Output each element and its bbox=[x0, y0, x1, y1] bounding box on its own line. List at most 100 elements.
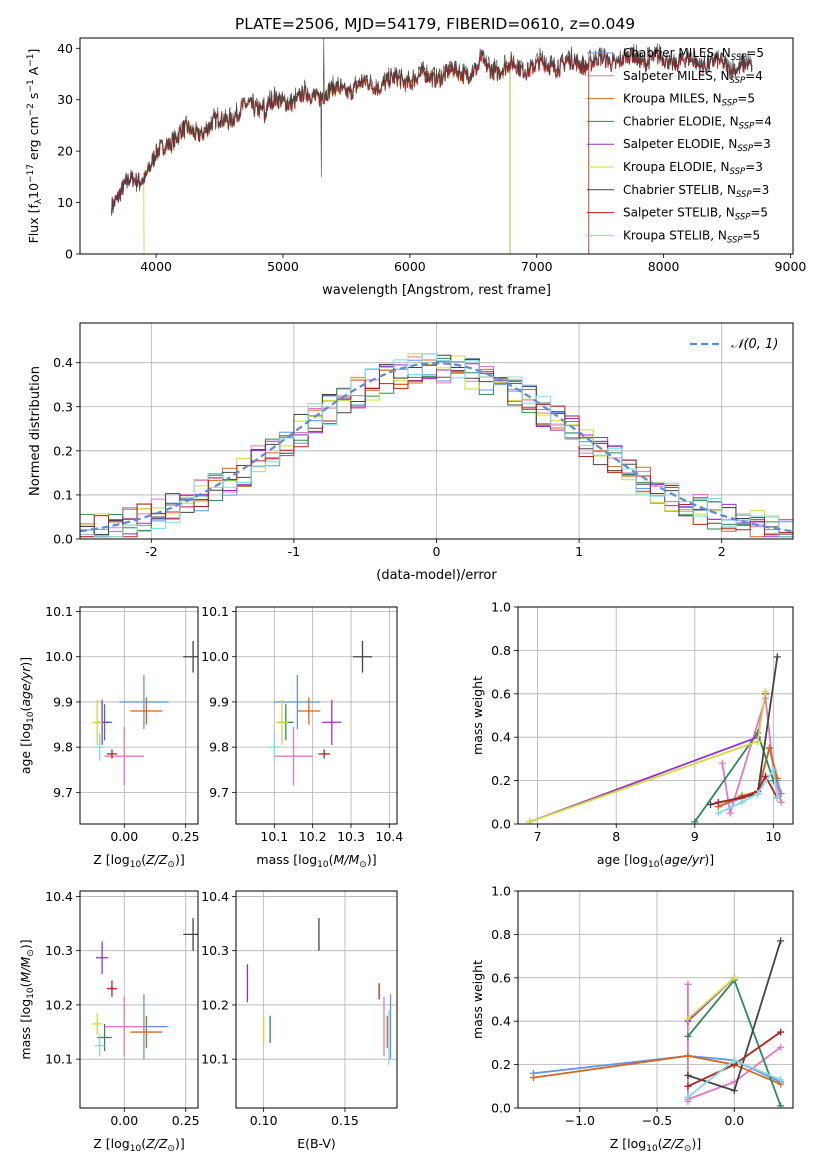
label-part: mass [log bbox=[18, 999, 33, 1060]
legend-sub: SSP bbox=[730, 167, 746, 177]
x-tick-label: 9000 bbox=[775, 259, 807, 274]
x-tick-label: 10.2 bbox=[299, 829, 327, 844]
legend-entry: Kroupa STELIB, NSSP=5 bbox=[623, 228, 760, 245]
y-tick-label: 0.8 bbox=[491, 643, 511, 658]
legend-text: Salpeter ELODIE, N bbox=[623, 137, 737, 151]
tick-group: −1.0 −0.5 0.0 0.0 0.2 0.4 0.6 0.8 1.0 bbox=[491, 884, 793, 1128]
error-bars bbox=[268, 640, 373, 786]
legend-text: Kroupa STELIB, N bbox=[623, 228, 727, 242]
legend-text: Salpeter MILES, N bbox=[623, 69, 730, 83]
errorbar-kroupa-elodie bbox=[92, 699, 103, 745]
plot-frame bbox=[235, 890, 398, 1109]
x-tick-label: 9 bbox=[691, 829, 699, 844]
spectrum-line-chabrier-miles bbox=[111, 51, 590, 254]
y-tick-label: 10.1 bbox=[201, 604, 229, 619]
y-tick-label: 0.6 bbox=[491, 970, 511, 985]
label-part: M/M bbox=[18, 956, 33, 982]
weight-marker bbox=[754, 790, 762, 798]
label-part: −17 bbox=[26, 164, 36, 183]
weight-marker bbox=[777, 1076, 785, 1084]
x-tick-label: 0.0 bbox=[724, 1113, 744, 1128]
y-tick-label: 10.4 bbox=[45, 889, 73, 904]
label-part: age [log bbox=[597, 852, 648, 867]
legend-sub: SSP bbox=[722, 99, 738, 109]
legend-value: =5 bbox=[743, 228, 761, 242]
error-bars bbox=[246, 918, 392, 1065]
panel-residuals: -2 -1 0 1 2 0.0 0.1 0.2 0.3 0.4 (data-model)/error… bbox=[28, 322, 794, 583]
x-tick-label: 0 bbox=[433, 544, 441, 559]
y-axis-label: mass weight bbox=[470, 960, 485, 1039]
weight-marker bbox=[773, 794, 781, 802]
label-part: 10 bbox=[130, 1144, 142, 1154]
label-part: A bbox=[26, 66, 41, 79]
weight-marker bbox=[730, 1056, 738, 1064]
x-tick-label: 7000 bbox=[521, 259, 553, 274]
weight-marker bbox=[738, 798, 746, 806]
y-tick-label: 10.4 bbox=[201, 889, 229, 904]
weight-marker bbox=[529, 1074, 537, 1082]
plot-frame bbox=[79, 37, 794, 255]
errorbar-kroupa-miles bbox=[130, 697, 163, 725]
label-part: 10 bbox=[317, 860, 329, 870]
errorbar-kroupa-elodie bbox=[276, 699, 288, 745]
legend-entry: Salpeter MILES, NSSP=4 bbox=[623, 69, 763, 86]
y-tick-label: 10.1 bbox=[45, 604, 73, 619]
plot-frame bbox=[517, 606, 794, 825]
errorbar-chabrier-stelib bbox=[183, 640, 198, 673]
weight-marker bbox=[777, 798, 785, 806]
tick-group: -2 -1 0 1 2 0.0 0.1 0.2 0.3 0.4 bbox=[53, 323, 793, 559]
label-part: λ bbox=[34, 198, 44, 204]
histogram-kroupa-stelib bbox=[80, 353, 793, 538]
label-part: Z/Z bbox=[145, 1136, 168, 1151]
errorbar-kroupa-elodie bbox=[92, 1013, 103, 1035]
x-tick-label: 10.4 bbox=[375, 829, 403, 844]
weight-lines bbox=[526, 653, 785, 824]
y-tick-label: 0.0 bbox=[491, 1101, 511, 1116]
x-axis-label: Z [log10(Z/Z⊙)] bbox=[93, 1136, 184, 1154]
weight-line-chabrier-miles bbox=[533, 1054, 781, 1083]
plot-frame bbox=[235, 606, 398, 825]
spectrum-lines bbox=[111, 38, 753, 254]
weight-marker bbox=[769, 766, 777, 774]
weight-marker bbox=[684, 1071, 692, 1079]
label-part: ⊙ bbox=[167, 1144, 175, 1154]
weight-marker bbox=[684, 980, 692, 988]
label-part: Z [log bbox=[93, 1136, 129, 1151]
gaussian-curve bbox=[80, 361, 793, 533]
legend-value: =5 bbox=[750, 206, 768, 220]
y-tick-label: 0.2 bbox=[53, 443, 73, 458]
histogram-kroupa-elodie bbox=[80, 353, 793, 538]
label-part: Z/Z bbox=[662, 1136, 685, 1151]
y-tick-label: 0 bbox=[65, 247, 73, 262]
tick-group: 0.00 0.25 9.7 9.8 9.9 10.0 10.1 bbox=[45, 604, 199, 844]
spectrum-line-salpeter-miles bbox=[111, 50, 590, 254]
legend-entry: Kroupa MILES, NSSP=5 bbox=[623, 92, 755, 109]
weight-marker bbox=[707, 800, 714, 808]
errorbar-kroupa-miles bbox=[130, 1015, 163, 1049]
errorbar-chabrier-miles bbox=[274, 674, 321, 730]
label-part: erg cm bbox=[26, 116, 41, 164]
x-tick-label: 10.1 bbox=[260, 829, 288, 844]
weight-marker bbox=[526, 818, 534, 824]
x-tick-label: -2 bbox=[145, 544, 157, 559]
legend-entry: Salpeter STELIB, NSSP=5 bbox=[623, 206, 768, 223]
y-tick-label: 30 bbox=[57, 92, 73, 107]
y-tick-label: 9.7 bbox=[209, 785, 229, 800]
weight-marker bbox=[777, 1043, 785, 1051]
label-part: ( bbox=[659, 852, 664, 867]
label-part: age/yr bbox=[664, 852, 705, 867]
weight-lines bbox=[529, 937, 785, 1108]
weight-marker bbox=[718, 759, 726, 767]
x-tick-label: 8 bbox=[612, 829, 620, 844]
weight-marker bbox=[777, 1102, 785, 1108]
legend-sub: SSP bbox=[736, 190, 752, 200]
label-part: ⊙ bbox=[684, 1144, 692, 1154]
y-tick-label: 9.8 bbox=[209, 740, 229, 755]
errorbar-salpeter-stelib bbox=[318, 749, 330, 759]
x-tick-label: −1.0 bbox=[565, 1113, 595, 1128]
legend-text: Chabrier STELIB, N bbox=[623, 183, 736, 197]
label-part: 10 bbox=[130, 860, 142, 870]
label-part: Flux [f bbox=[26, 204, 41, 244]
